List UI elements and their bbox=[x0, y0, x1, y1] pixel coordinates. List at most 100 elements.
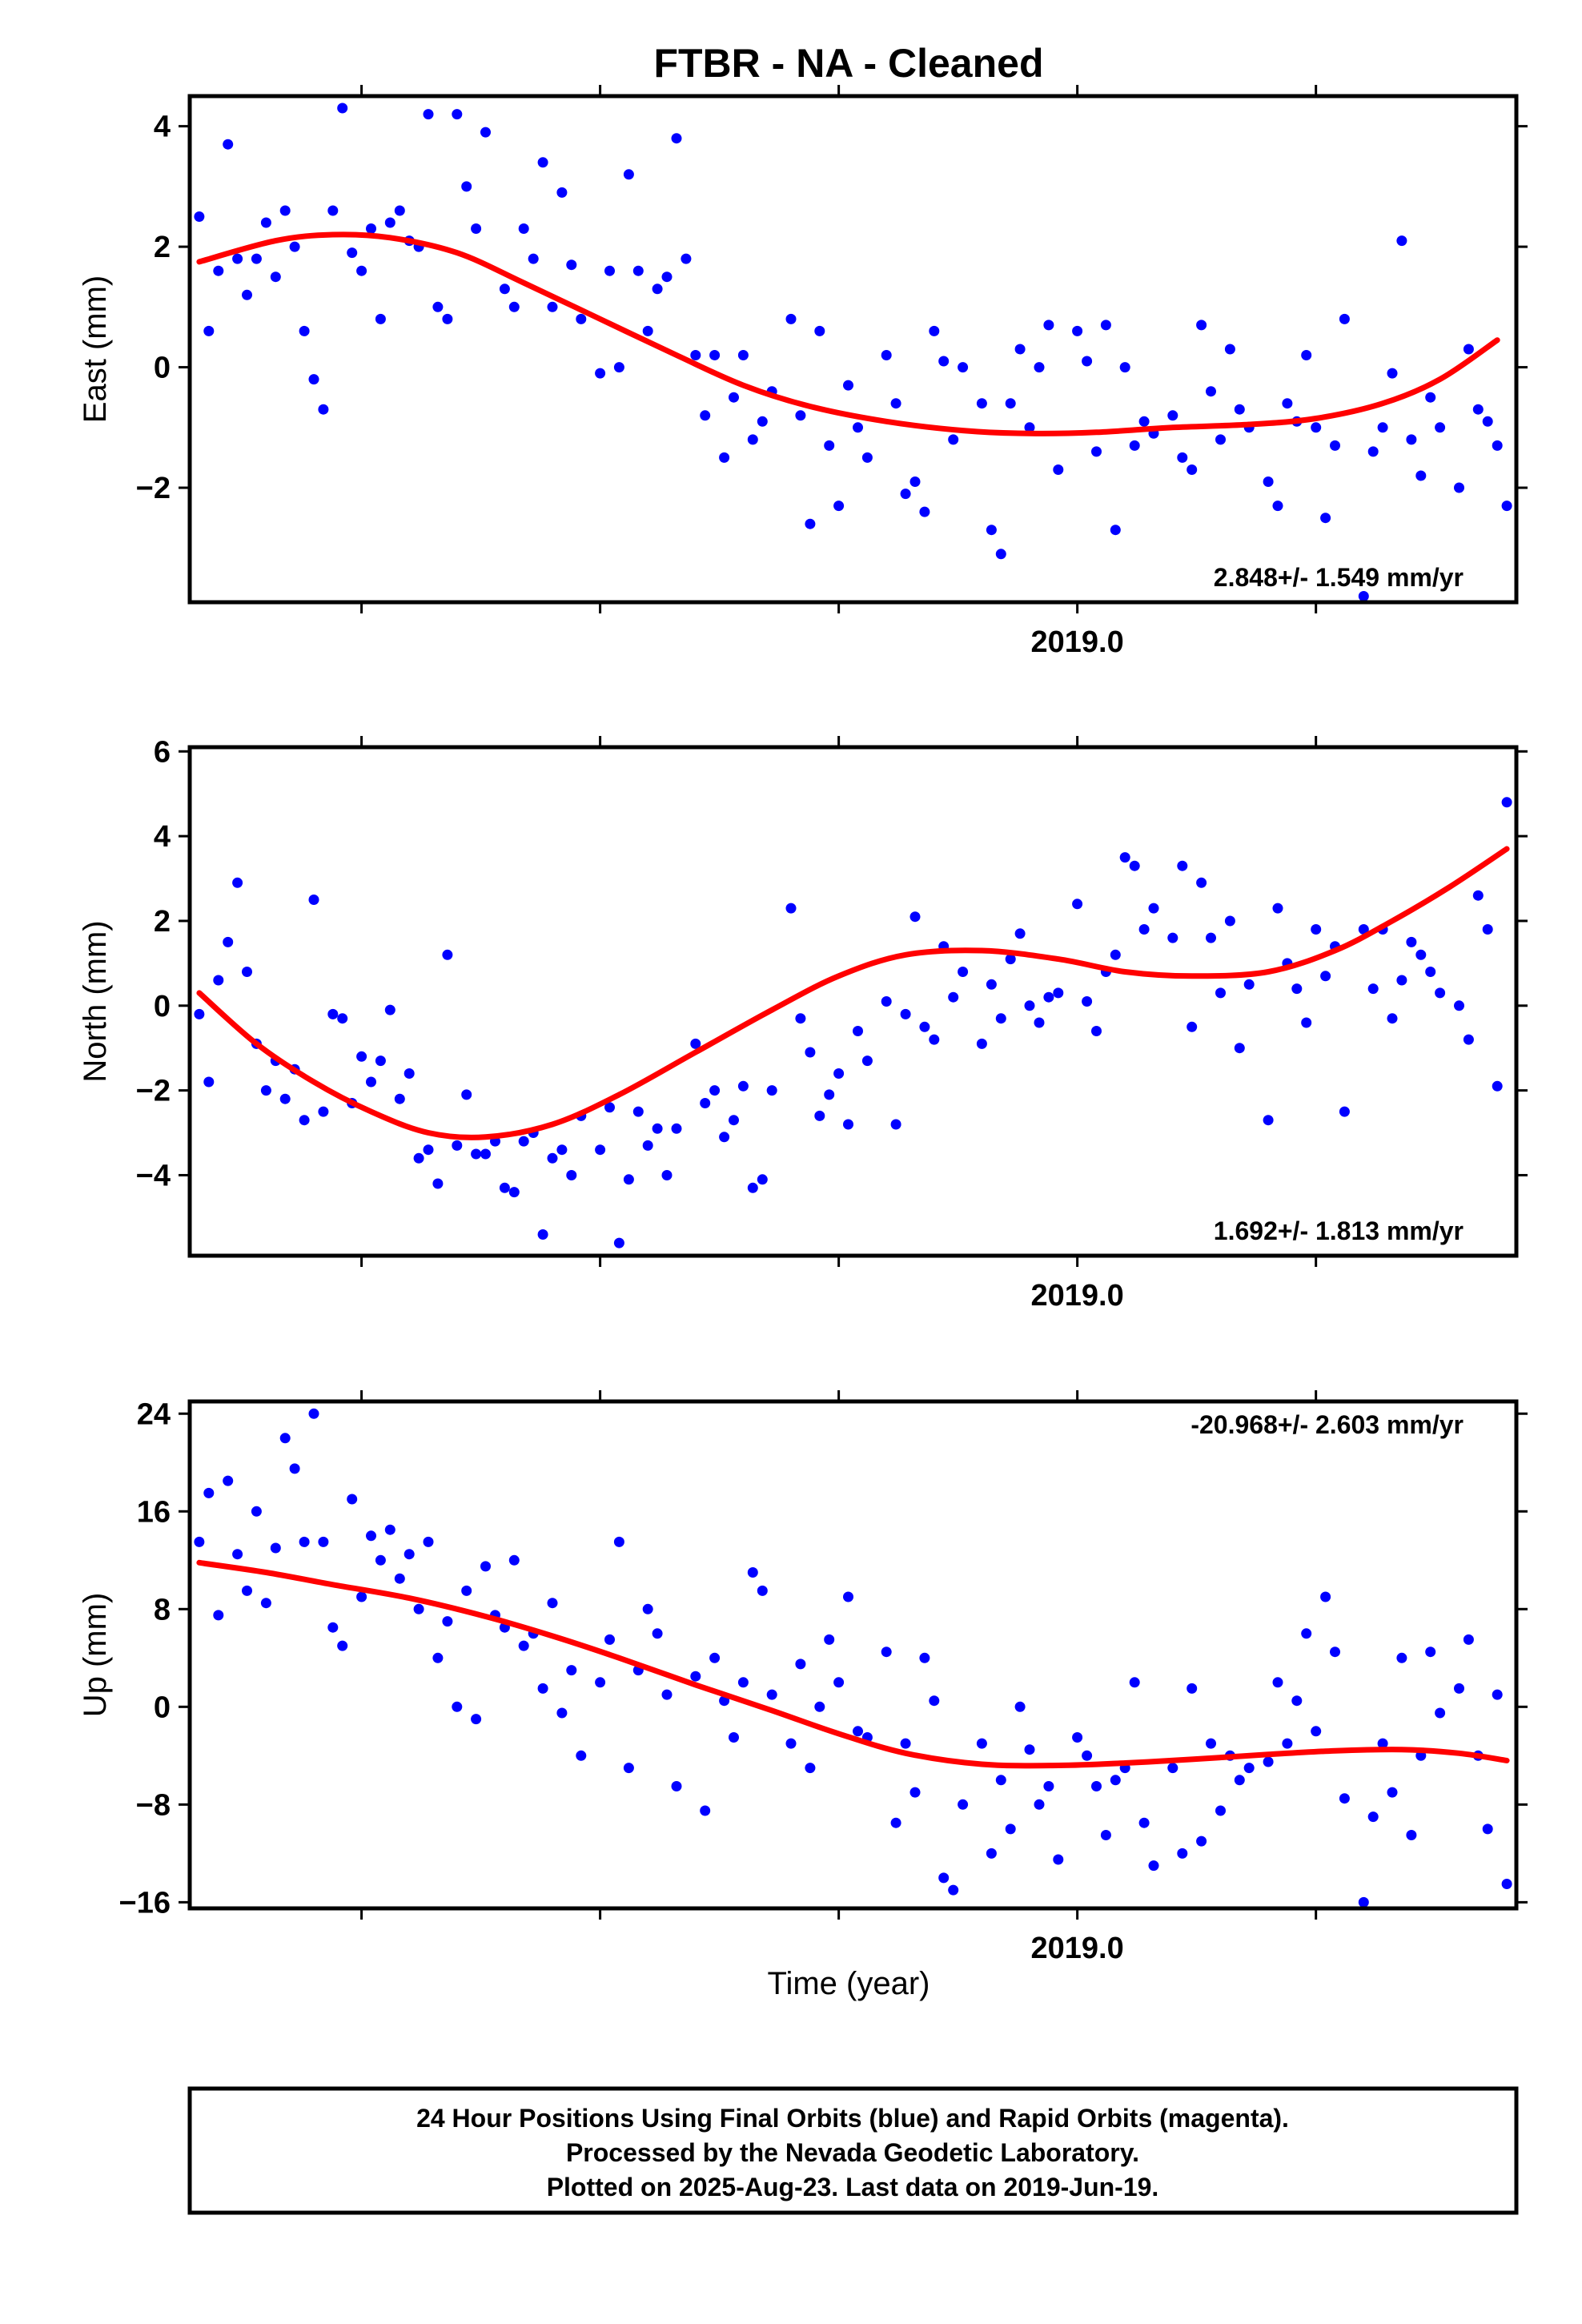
east-point bbox=[1005, 398, 1016, 409]
east-points bbox=[194, 103, 1512, 601]
up-point bbox=[976, 1738, 987, 1749]
up-point bbox=[795, 1659, 806, 1670]
up-point bbox=[1339, 1793, 1350, 1804]
east-point bbox=[1024, 422, 1035, 433]
north-point bbox=[958, 967, 969, 977]
east-point bbox=[861, 452, 873, 463]
north-point bbox=[1472, 890, 1484, 901]
up-point bbox=[1377, 1738, 1388, 1749]
north-xtick-label: 2019.0 bbox=[1031, 1279, 1124, 1313]
up-point bbox=[1291, 1695, 1303, 1707]
east-point bbox=[289, 241, 300, 252]
north-point bbox=[508, 1187, 520, 1198]
north-point bbox=[1367, 983, 1379, 995]
footer-line-3: Plotted on 2025-Aug-23. Last data on 201… bbox=[547, 2173, 1159, 2201]
up-point bbox=[404, 1549, 415, 1560]
north-point bbox=[948, 991, 959, 1003]
up-point bbox=[1358, 1896, 1369, 1908]
up-point bbox=[843, 1591, 853, 1602]
up-point bbox=[1110, 1775, 1121, 1786]
east-point bbox=[881, 350, 892, 360]
east-point bbox=[900, 489, 911, 500]
up-point bbox=[432, 1652, 444, 1663]
up-point bbox=[1367, 1811, 1379, 1823]
up-point bbox=[1024, 1744, 1035, 1755]
east-point bbox=[1072, 325, 1083, 336]
north-point bbox=[384, 1004, 396, 1015]
east-point bbox=[384, 217, 396, 228]
east-point bbox=[279, 205, 291, 216]
north-point bbox=[242, 967, 252, 977]
up-point bbox=[413, 1603, 424, 1614]
east-point bbox=[1138, 416, 1150, 427]
up-point bbox=[1501, 1879, 1512, 1889]
north-points bbox=[194, 797, 1512, 1248]
up-ytick-label: −8 bbox=[136, 1788, 171, 1822]
up-point bbox=[1138, 1817, 1150, 1828]
footer-frame bbox=[187, 2086, 1519, 2215]
up-point bbox=[1234, 1775, 1245, 1786]
up-point bbox=[757, 1585, 768, 1596]
up-point bbox=[308, 1408, 319, 1419]
north-point bbox=[1138, 924, 1150, 935]
east-point bbox=[948, 434, 959, 445]
up-point bbox=[1043, 1781, 1054, 1791]
up-point bbox=[223, 1475, 234, 1486]
east-point bbox=[394, 205, 405, 216]
north-point bbox=[404, 1068, 415, 1079]
north-point bbox=[604, 1102, 615, 1113]
up-fit-line bbox=[196, 1559, 1510, 1769]
east-point bbox=[566, 259, 577, 271]
north-point bbox=[537, 1229, 548, 1240]
north-point bbox=[1415, 949, 1427, 960]
north-point bbox=[814, 1110, 825, 1121]
up-point bbox=[384, 1524, 396, 1535]
east-point bbox=[853, 422, 863, 433]
north-point bbox=[1425, 967, 1436, 977]
north-point bbox=[461, 1089, 472, 1100]
east-point bbox=[251, 253, 262, 264]
east-point bbox=[1215, 434, 1226, 445]
north-point bbox=[547, 1152, 558, 1164]
east-ytick-label: 4 bbox=[154, 111, 171, 144]
north-point bbox=[890, 1119, 901, 1130]
north-point bbox=[919, 1021, 930, 1032]
up-point bbox=[623, 1763, 634, 1774]
up-point bbox=[995, 1775, 1006, 1786]
east-point bbox=[480, 127, 491, 138]
north-point bbox=[1272, 903, 1283, 914]
up-point bbox=[471, 1714, 482, 1725]
up-point bbox=[318, 1536, 329, 1547]
up-point bbox=[260, 1598, 271, 1609]
north-point bbox=[1005, 954, 1016, 965]
footer-box: 24 Hour Positions Using Final Orbits (bl… bbox=[187, 2086, 1519, 2215]
east-point bbox=[1320, 513, 1331, 524]
north-point bbox=[1311, 924, 1322, 935]
east-point bbox=[499, 283, 510, 295]
north-point bbox=[1501, 797, 1512, 808]
up-point bbox=[1206, 1738, 1216, 1749]
east-point bbox=[270, 271, 281, 283]
east-point bbox=[318, 404, 329, 415]
east-point bbox=[1387, 368, 1398, 379]
up-point bbox=[595, 1677, 606, 1688]
north-point bbox=[1263, 1115, 1274, 1126]
east-point bbox=[709, 350, 721, 360]
east-point bbox=[986, 525, 997, 536]
north-point bbox=[1206, 932, 1216, 943]
east-point bbox=[1301, 350, 1312, 360]
north-point bbox=[1406, 936, 1417, 947]
up-point bbox=[1301, 1628, 1312, 1639]
east-ylabel: East (mm) bbox=[78, 275, 113, 423]
east-point bbox=[1263, 476, 1274, 487]
east-point bbox=[890, 398, 901, 409]
east-point bbox=[1186, 464, 1198, 475]
east-point bbox=[308, 374, 319, 385]
up-point bbox=[853, 1726, 863, 1737]
up-point bbox=[480, 1561, 491, 1572]
up-point bbox=[1167, 1763, 1178, 1774]
east-point bbox=[1014, 344, 1026, 355]
up-point bbox=[461, 1585, 472, 1596]
east-ytick-label: 2 bbox=[154, 231, 171, 264]
north-point bbox=[1301, 1017, 1312, 1028]
